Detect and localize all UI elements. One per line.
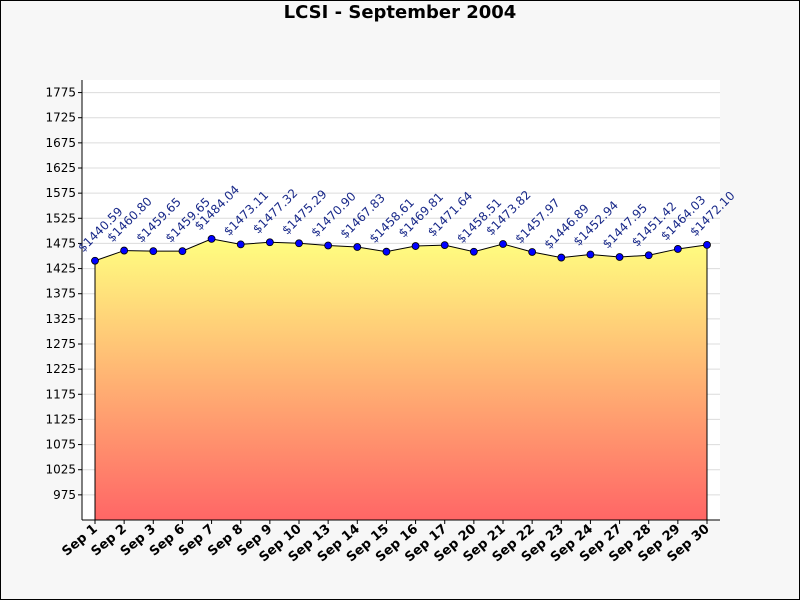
data-point bbox=[295, 239, 303, 248]
data-point bbox=[557, 253, 566, 262]
data-point bbox=[411, 242, 420, 250]
y-tick-label: 1575 bbox=[45, 186, 76, 200]
data-point bbox=[91, 256, 99, 265]
y-tick-label: 1725 bbox=[45, 111, 76, 125]
data-point bbox=[673, 245, 682, 253]
data-point bbox=[703, 240, 711, 249]
y-tick-label: 1375 bbox=[45, 287, 76, 301]
y-tick-label: 1075 bbox=[45, 438, 76, 452]
data-point bbox=[615, 253, 624, 261]
data-point bbox=[178, 247, 187, 256]
data-point bbox=[644, 251, 653, 260]
y-tick-label: 1125 bbox=[45, 412, 76, 426]
data-point bbox=[382, 247, 391, 256]
chart-title: LCSI - September 2004 bbox=[283, 2, 517, 23]
axes bbox=[81, 80, 720, 521]
y-tick-label: 1475 bbox=[45, 236, 76, 250]
y-tick-label: 1225 bbox=[45, 362, 76, 376]
data-point bbox=[265, 238, 274, 247]
data-point bbox=[499, 240, 507, 248]
area-fill bbox=[95, 238, 707, 520]
y-tick-label: 1325 bbox=[45, 312, 76, 326]
data-points bbox=[91, 234, 711, 265]
data-point bbox=[469, 247, 478, 256]
series-line bbox=[94, 238, 708, 262]
data-point bbox=[528, 248, 537, 256]
data-point bbox=[149, 247, 158, 256]
y-tick-label: 1775 bbox=[45, 86, 76, 100]
data-point bbox=[586, 250, 595, 259]
data-point bbox=[324, 241, 333, 250]
y-tick-label: 1275 bbox=[45, 337, 76, 351]
y-tick-label: 1625 bbox=[45, 161, 76, 175]
area-series bbox=[94, 238, 708, 520]
y-tick-label: 1425 bbox=[45, 262, 76, 276]
y-tick-label: 1675 bbox=[45, 136, 76, 150]
y-tick-label: 975 bbox=[53, 488, 76, 502]
y-tick-label: 1025 bbox=[45, 463, 76, 477]
y-tick-label: 1525 bbox=[45, 211, 76, 225]
data-point bbox=[353, 243, 362, 251]
y-axis-ticks: 975 1025 1075 1125 1175 1225 1275 1325 1375 1425 1… bbox=[45, 86, 82, 502]
data-point bbox=[120, 246, 129, 255]
data-point bbox=[236, 240, 245, 249]
y-tick-label: 1175 bbox=[45, 387, 76, 401]
data-point bbox=[440, 241, 449, 250]
data-point bbox=[207, 234, 216, 243]
